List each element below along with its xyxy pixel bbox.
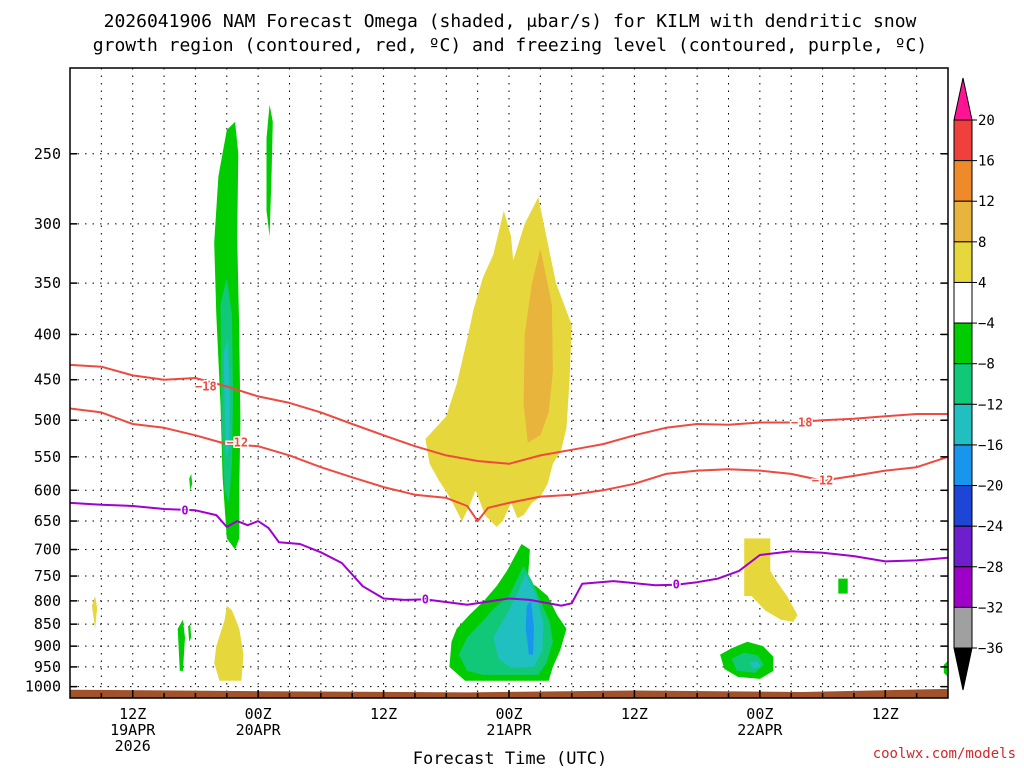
omega-region-8 — [91, 596, 98, 629]
omega-region-4 — [189, 473, 193, 491]
colorbar-label: 20 — [978, 113, 995, 129]
contour-label-0: 0 — [673, 578, 680, 592]
contour-label--18: −18 — [195, 379, 217, 393]
colorbar-label: −24 — [978, 519, 1003, 535]
contour-label--12: −12 — [812, 474, 834, 488]
colorbar-box — [953, 241, 973, 283]
colorbar-label: 8 — [978, 235, 986, 251]
x-tick-label: 12Z — [872, 705, 899, 723]
colorbar-box — [953, 281, 973, 324]
x-axis-label: Forecast Time (UTC) — [413, 749, 607, 768]
colorbar-label: −8 — [978, 357, 995, 373]
colorbar-label: −4 — [978, 316, 995, 332]
x-tick-label: 00Z — [245, 705, 272, 723]
x-tick-label: 21APR — [486, 721, 532, 739]
y-tick-label: 650 — [34, 512, 61, 530]
omega-region-17 — [731, 652, 764, 673]
x-tick-label: 20APR — [236, 721, 282, 739]
colorbar-box — [953, 322, 973, 365]
y-tick-label: 450 — [34, 371, 61, 389]
colorbar-label: −32 — [978, 600, 1003, 616]
y-tick-label: 700 — [34, 541, 61, 559]
omega-region-15 — [525, 600, 535, 655]
x-tick-label: 12Z — [370, 705, 397, 723]
omega-region-19 — [838, 578, 848, 594]
colorbar-label: −12 — [978, 397, 1003, 413]
omega-region-3 — [223, 339, 230, 457]
colorbar-box — [953, 606, 973, 649]
contour-line-0 — [70, 501, 948, 607]
plot-area: −18 −18 −12 −12 0 0 0 — [70, 68, 948, 698]
y-tick-label: 1000 — [25, 678, 61, 696]
colorbar-box — [953, 525, 973, 568]
contour-label--18: −18 — [791, 416, 813, 430]
colorbar-label: −36 — [978, 641, 1003, 657]
contour-label-0: 0 — [181, 503, 188, 517]
colorbar-label: −16 — [978, 438, 1003, 454]
chart-title: 2026041906 NAM Forecast Omega (shaded, μ… — [93, 11, 927, 56]
axes: 250 300 350 400 450 500 550 600 650 700 750 800 850 9… — [25, 67, 949, 755]
x-tick-label: 12Z — [119, 705, 146, 723]
omega-region-1 — [266, 104, 273, 237]
y-tick-label: 900 — [34, 637, 61, 655]
colorbar-box — [953, 160, 973, 202]
colorbar-label: 12 — [978, 194, 995, 210]
y-tick-label: 750 — [34, 567, 61, 585]
y-tick-label: 950 — [34, 658, 61, 676]
y-tick-label: 600 — [34, 481, 61, 499]
omega-region-20 — [943, 660, 948, 677]
y-tick-label: 850 — [34, 615, 61, 633]
omega-region-11 — [744, 538, 798, 622]
title-line-2: growth region (contoured, red, ºC) and f… — [93, 35, 927, 56]
x-tick-label: 19APR — [110, 721, 156, 739]
colorbar-label: −20 — [978, 479, 1003, 495]
y-tick-label: 350 — [34, 274, 61, 292]
colorbar-box — [953, 566, 973, 608]
contour-line--12 — [70, 407, 948, 523]
colorbar-box — [953, 119, 973, 162]
contour-line--18 — [70, 363, 948, 465]
omega-region-10 — [523, 248, 553, 443]
colorbar-box — [953, 444, 973, 487]
x-tick-label: 2026 — [115, 737, 151, 755]
contour-label-0: 0 — [422, 592, 429, 606]
colorbar-label: 16 — [978, 154, 995, 170]
y-tick-label: 500 — [34, 411, 61, 429]
colorbar-box — [953, 200, 973, 243]
x-tick-label: 00Z — [495, 705, 522, 723]
y-tick-label: 800 — [34, 592, 61, 610]
x-tick-label: 12Z — [621, 705, 648, 723]
colorbar: 20 16 12 8 4 −4 −8 −12 −16 −20 −24 −28 −32 −36 — [953, 77, 1003, 691]
contour-label--12: −12 — [226, 436, 248, 450]
x-tick-label: 22APR — [737, 721, 783, 739]
colorbar-arrow-bottom — [953, 647, 973, 691]
y-tick-label: 400 — [34, 325, 61, 343]
y-tick-label: 550 — [34, 448, 61, 466]
omega-region-18 — [749, 661, 761, 669]
omega-region-7 — [214, 605, 244, 681]
colorbar-label: 4 — [978, 275, 986, 291]
x-tick-label: 00Z — [746, 705, 773, 723]
omega-region-6 — [188, 624, 192, 642]
colorbar-arrow-top — [953, 77, 973, 121]
colorbar-label: −28 — [978, 560, 1003, 576]
y-tick-label: 250 — [34, 145, 61, 163]
colorbar-box — [953, 485, 973, 527]
colorbar-box — [953, 403, 973, 446]
colorbar-box — [953, 363, 973, 405]
credit-text: coolwx.com/models — [873, 746, 1016, 762]
omega-region-5 — [177, 619, 185, 671]
y-tick-label: 300 — [34, 215, 61, 233]
title-line-1: 2026041906 NAM Forecast Omega (shaded, μ… — [104, 11, 917, 32]
